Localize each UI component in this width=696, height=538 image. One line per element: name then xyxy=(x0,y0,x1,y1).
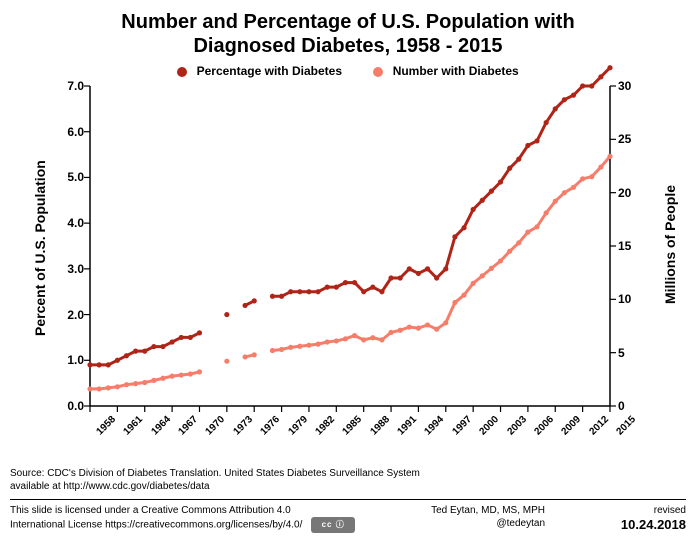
x-tick: 2003 xyxy=(505,414,529,438)
y-right-tick: 5 xyxy=(618,346,648,360)
y-right-tick: 0 xyxy=(618,399,648,413)
legend-marker-percentage xyxy=(177,67,187,77)
x-tick: 2012 xyxy=(587,414,611,438)
y-right-tick: 25 xyxy=(618,132,648,146)
y-right-axis-label: Millions of People xyxy=(662,185,678,304)
y-left-tick: 0.0 xyxy=(50,399,84,413)
x-tick: 1985 xyxy=(341,414,365,438)
y-left-tick: 5.0 xyxy=(50,170,84,184)
source-line-1: Source: CDC's Division of Diabetes Trans… xyxy=(10,467,686,480)
legend-item-number: Number with Diabetes xyxy=(373,64,518,78)
y-left-tick: 2.0 xyxy=(50,308,84,322)
footer-divider xyxy=(10,499,686,500)
source-text: Source: CDC's Division of Diabetes Trans… xyxy=(10,467,686,493)
y-left-tick: 4.0 xyxy=(50,216,84,230)
cc-badge-icon: cc ⓘ xyxy=(311,517,355,533)
x-tick: 1967 xyxy=(177,414,201,438)
attribution: Ted Eytan, MD, MS, MPH @tedeytan xyxy=(431,504,545,530)
x-tick: 1976 xyxy=(259,414,283,438)
x-tick: 1982 xyxy=(313,414,337,438)
legend-label-number: Number with Diabetes xyxy=(393,64,519,78)
y-left-tick: 3.0 xyxy=(50,262,84,276)
x-tick: 1994 xyxy=(423,414,447,438)
y-left-axis-label: Percent of U.S. Population xyxy=(32,160,48,336)
license-line-2: International License https://creativeco… xyxy=(10,520,302,531)
y-left-tick: 1.0 xyxy=(50,353,84,367)
x-tick: 2000 xyxy=(478,414,502,438)
legend-label-percentage: Percentage with Diabetes xyxy=(197,64,342,78)
footer: Source: CDC's Division of Diabetes Trans… xyxy=(10,467,686,534)
x-tick: 1979 xyxy=(286,414,310,438)
chart-title: Number and Percentage of U.S. Population… xyxy=(0,10,696,58)
y-left-tick: 6.0 xyxy=(50,125,84,139)
revised-date: 10.24.2018 xyxy=(621,517,686,534)
chart-container: Number and Percentage of U.S. Population… xyxy=(0,0,696,538)
legend-item-percentage: Percentage with Diabetes xyxy=(177,64,342,78)
legend: Percentage with Diabetes Number with Dia… xyxy=(0,64,696,78)
revised-label: revised xyxy=(621,504,686,517)
y-right-tick: 15 xyxy=(618,239,648,253)
x-tick: 1973 xyxy=(231,414,255,438)
author-handle: @tedeytan xyxy=(431,517,545,530)
x-tick: 1964 xyxy=(149,414,173,438)
y-right-tick: 10 xyxy=(618,292,648,306)
x-tick: 1988 xyxy=(368,414,392,438)
license-line-1: This slide is licensed under a Creative … xyxy=(10,505,291,516)
x-tick: 2006 xyxy=(532,414,556,438)
x-tick: 1961 xyxy=(122,414,146,438)
chart-svg xyxy=(90,86,610,406)
author-name: Ted Eytan, MD, MS, MPH xyxy=(431,504,545,517)
license-text: This slide is licensed under a Creative … xyxy=(10,504,355,533)
source-line-2: available at http://www.cdc.gov/diabetes… xyxy=(10,480,686,493)
y-left-tick: 7.0 xyxy=(50,79,84,93)
legend-marker-number xyxy=(373,67,383,77)
x-tick: 1997 xyxy=(450,414,474,438)
x-tick: 1991 xyxy=(396,414,420,438)
x-tick: 2015 xyxy=(615,414,639,438)
revised-block: revised 10.24.2018 xyxy=(621,504,686,534)
x-tick: 2009 xyxy=(560,414,584,438)
y-right-tick: 30 xyxy=(618,79,648,93)
y-right-tick: 20 xyxy=(618,186,648,200)
x-tick: 1970 xyxy=(204,414,228,438)
x-tick: 1958 xyxy=(95,414,119,438)
